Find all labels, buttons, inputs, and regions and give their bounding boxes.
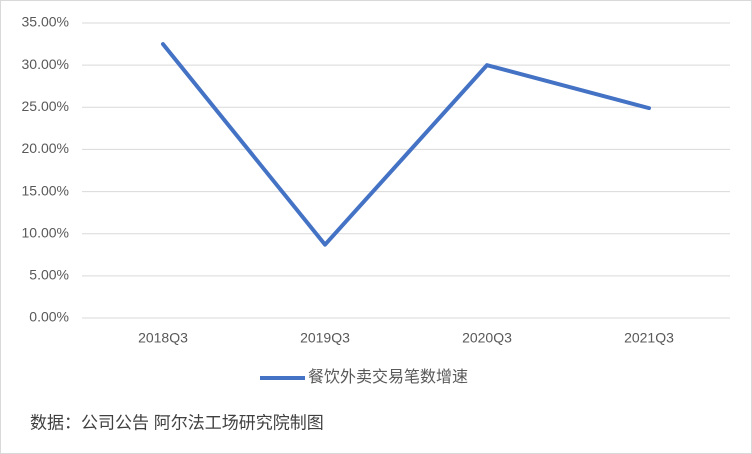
y-tick-label: 25.00% xyxy=(22,98,69,114)
y-tick-label: 30.00% xyxy=(22,56,69,72)
y-tick-label: 0.00% xyxy=(29,309,69,325)
x-tick-label: 2021Q3 xyxy=(624,330,674,346)
y-tick-label: 5.00% xyxy=(29,267,69,283)
source-note: 数据：公司公告 阿尔法工场研究院制图 xyxy=(30,413,324,432)
x-tick-label: 2019Q3 xyxy=(300,330,350,346)
x-tick-label: 2020Q3 xyxy=(462,330,512,346)
series-line xyxy=(161,42,651,247)
y-tick-label: 10.00% xyxy=(22,224,69,240)
y-tick-label: 35.00% xyxy=(22,14,69,30)
y-tick-label: 20.00% xyxy=(22,140,69,156)
x-tick-label: 2018Q3 xyxy=(138,330,188,346)
y-tick-label: 15.00% xyxy=(22,182,69,198)
legend-label: 餐饮外卖交易笔数增速 xyxy=(308,368,468,386)
